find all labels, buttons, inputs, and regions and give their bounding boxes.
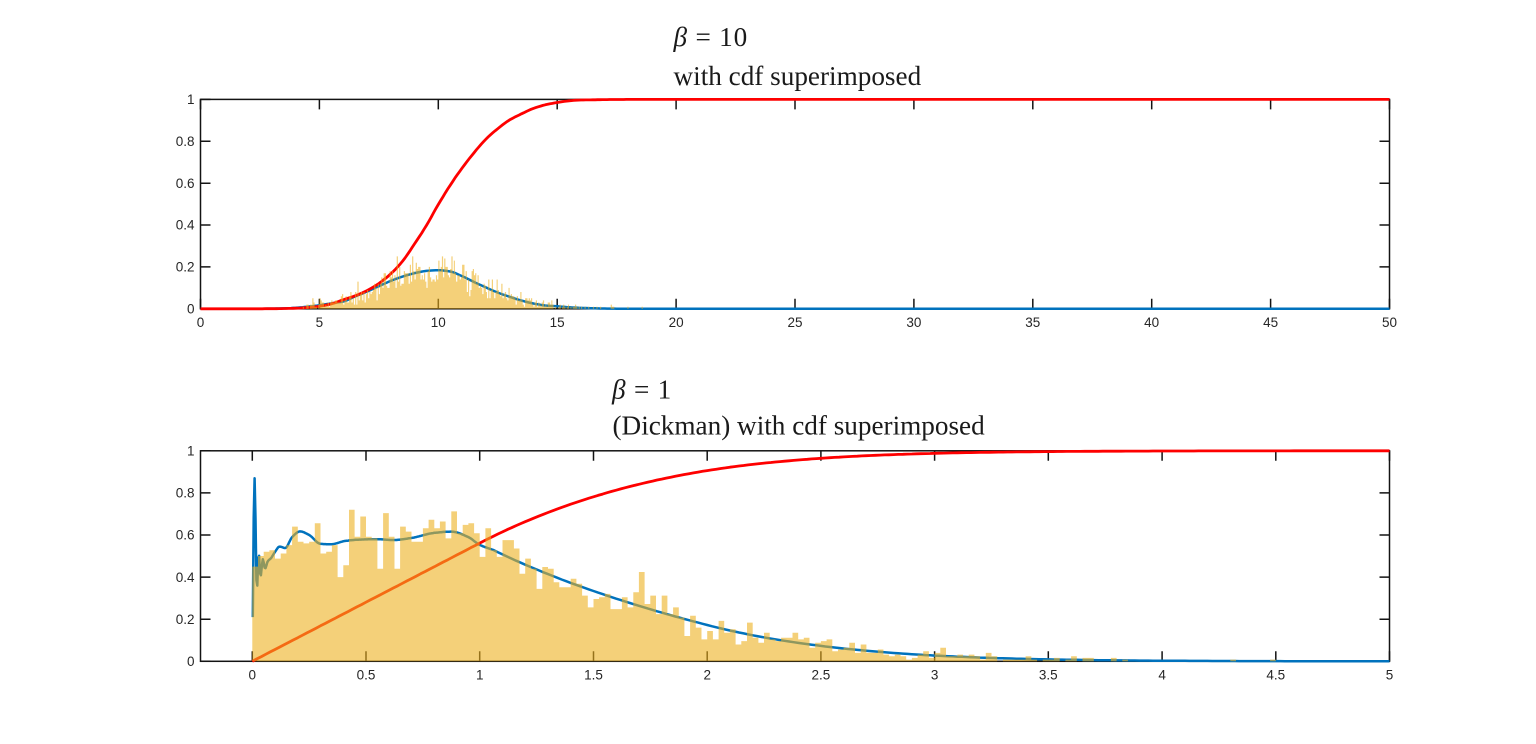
svg-text:with cdf superimposed: with cdf superimposed [674,61,922,91]
svg-text:β = 1: β = 1 [611,375,672,405]
svg-text:0.5: 0.5 [357,668,376,683]
svg-text:1: 1 [187,92,195,107]
svg-text:2.5: 2.5 [812,668,831,683]
svg-text:0.2: 0.2 [176,260,195,275]
svg-text:1: 1 [187,444,195,459]
svg-text:40: 40 [1144,315,1159,330]
svg-text:2: 2 [703,668,711,683]
svg-text:0.8: 0.8 [176,134,195,149]
svg-text:0: 0 [249,668,257,683]
svg-text:(Dickman) with cdf superimpose: (Dickman) with cdf superimposed [613,410,986,440]
svg-text:0.8: 0.8 [176,486,195,501]
svg-text:1.5: 1.5 [584,668,603,683]
svg-text:0: 0 [187,302,195,317]
svg-text:3: 3 [931,668,939,683]
svg-text:45: 45 [1263,315,1278,330]
svg-text:15: 15 [550,315,565,330]
svg-text:3.5: 3.5 [1039,668,1058,683]
svg-text:4.5: 4.5 [1266,668,1285,683]
svg-text:0: 0 [187,654,195,669]
svg-text:0.2: 0.2 [176,612,195,627]
svg-text:50: 50 [1382,315,1397,330]
svg-text:0.6: 0.6 [176,528,195,543]
svg-text:0.4: 0.4 [176,218,195,233]
svg-text:4: 4 [1158,668,1166,683]
svg-text:0.6: 0.6 [176,176,195,191]
svg-text:35: 35 [1025,315,1040,330]
svg-text:5: 5 [1386,668,1394,683]
svg-text:β = 10: β = 10 [673,22,748,52]
svg-text:0.4: 0.4 [176,570,195,585]
svg-text:10: 10 [431,315,446,330]
svg-text:20: 20 [669,315,684,330]
svg-text:25: 25 [787,315,802,330]
svg-text:1: 1 [476,668,484,683]
svg-text:5: 5 [316,315,324,330]
svg-text:0: 0 [197,315,205,330]
svg-text:30: 30 [906,315,921,330]
